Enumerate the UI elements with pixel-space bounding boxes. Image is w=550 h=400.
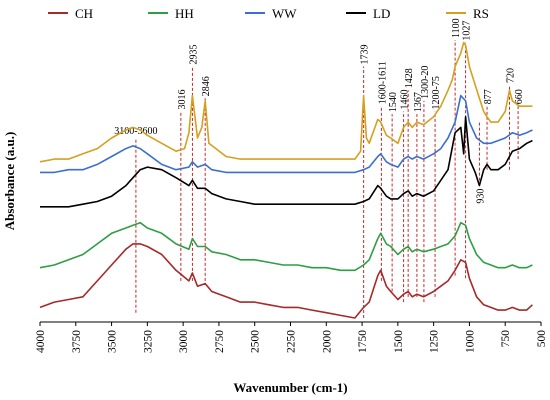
- legend-label-rs: RS: [473, 6, 489, 21]
- x-tick-label: 3750: [71, 330, 83, 353]
- peak-label: 1300-20: [420, 66, 431, 99]
- x-tick-label: 500: [536, 330, 548, 348]
- x-tick-label: 3000: [178, 330, 190, 353]
- series-line-ww: [40, 94, 533, 174]
- peak-label: 3016: [177, 89, 188, 109]
- series-layer: [39, 41, 533, 319]
- peak-label: 877: [483, 89, 494, 104]
- peak-label: 1428: [404, 68, 415, 88]
- peak-label: 1600-1611: [377, 61, 388, 104]
- peak-label: 1367: [413, 92, 424, 112]
- peak-label: 1027: [462, 21, 473, 41]
- x-tick-label: 3250: [142, 330, 154, 353]
- peak-label: 1100: [451, 18, 462, 38]
- peak-label: 660: [514, 89, 525, 104]
- x-tick-label: 2000: [321, 330, 333, 353]
- series-line-hh: [39, 221, 533, 272]
- peak-label: 1540: [388, 92, 399, 112]
- series-line-ld: [40, 116, 533, 208]
- legend-label-ch: CH: [75, 6, 93, 21]
- series-line-ch: [39, 243, 533, 319]
- x-tick-label: 4000: [35, 330, 47, 353]
- x-tick-label: 1750: [357, 330, 369, 353]
- peak-label: 1739: [360, 44, 371, 64]
- x-tick-label: 2750: [214, 330, 226, 353]
- peak-label: 2846: [201, 76, 212, 96]
- legend: CH HH WW LD RS: [48, 6, 489, 21]
- x-tick-label: 750: [500, 330, 512, 348]
- x-tick-label: 1500: [393, 330, 405, 353]
- peak-label: 930: [475, 189, 486, 204]
- x-tick-label: 2250: [286, 330, 298, 353]
- series-line-rs: [39, 41, 533, 163]
- x-ticks: 4000 3750 3500 3250 3000 2750 2500 2250 2000 1750…: [35, 322, 548, 353]
- x-tick-label: 2500: [250, 330, 262, 353]
- legend-label-ww: WW: [272, 6, 297, 21]
- x-axis-title: Wavenumber (cm-1): [233, 380, 347, 395]
- x-tick-label: 1250: [429, 330, 441, 353]
- peak-label: 2935: [188, 44, 199, 64]
- legend-label-hh: HH: [175, 6, 194, 21]
- peak-label: 1200-75: [431, 76, 442, 109]
- peak-label: 3100-3600: [114, 126, 157, 137]
- y-axis-title: Absorbance (a.u.): [2, 132, 17, 231]
- x-tick-label: 3500: [107, 330, 119, 353]
- peak-label: 1460: [400, 89, 411, 109]
- peak-label: 720: [506, 68, 517, 83]
- x-tick-label: 1000: [464, 330, 476, 353]
- legend-label-ld: LD: [373, 6, 390, 21]
